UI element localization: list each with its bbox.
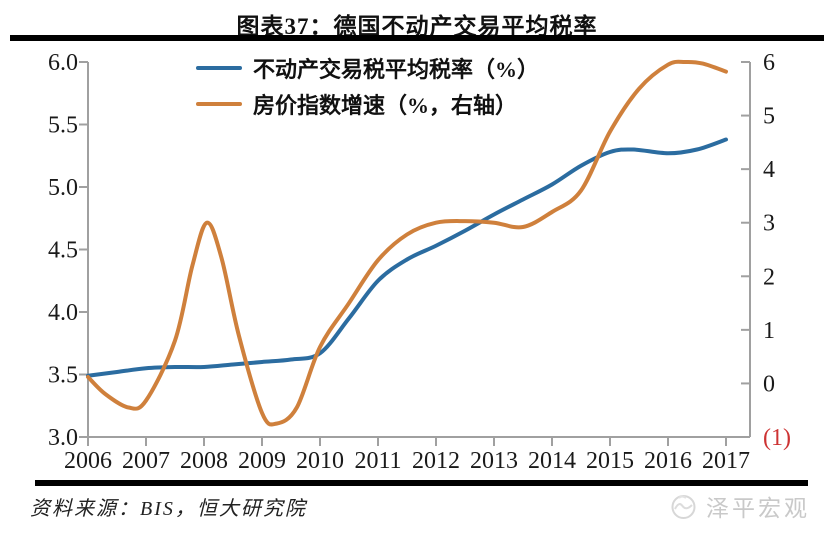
x-axis-label: 2011 (354, 448, 401, 474)
x-axis-label: 2017 (702, 448, 750, 474)
left-axis-label: 3.0 (48, 425, 78, 451)
bottom-divider (35, 480, 808, 486)
right-axis-label: 6 (763, 50, 775, 76)
x-axis-label: 2013 (470, 448, 518, 474)
legend-item-transaction-tax: 不动产交易税平均税率（%） (196, 55, 539, 82)
x-axis-label: 2008 (180, 448, 228, 474)
x-axis-label: 2015 (586, 448, 634, 474)
x-axis-label: 2012 (412, 448, 460, 474)
right-axis-label: 0 (763, 371, 775, 397)
top-divider (10, 35, 824, 41)
left-axis-label: 6.0 (48, 50, 78, 76)
x-axis-label: 2010 (296, 448, 344, 474)
x-axis-label: 2006 (64, 448, 112, 474)
right-axis-label: 1 (763, 318, 775, 344)
legend-label-house-price-index: 房价指数增速（%，右轴） (253, 92, 518, 118)
x-axis-label: 2009 (238, 448, 286, 474)
legend-line-swatch-orange (196, 101, 242, 106)
left-axis-label: 5.5 (48, 113, 78, 139)
left-axis-label: 4.5 (48, 238, 78, 264)
watermark: 泽平宏观 (670, 489, 810, 523)
source-note: 资料来源：BIS，恒大研究院 (30, 498, 307, 520)
left-axis-label: 5.0 (48, 175, 78, 201)
left-axis-label: 4.0 (48, 300, 78, 326)
figure-title: 图表37：德国不动产交易平均税率 (236, 14, 598, 39)
x-axis-label: 2014 (528, 448, 576, 474)
legend-label-transaction-tax: 不动产交易税平均税率（%） (253, 56, 540, 82)
watermark-text: 泽平宏观 (706, 496, 810, 521)
watermark-logo-icon (671, 494, 696, 519)
series-line-transaction-tax (86, 137, 728, 378)
left-axis-label: 3.5 (48, 363, 78, 389)
right-axis-label: 3 (763, 211, 775, 237)
chart-legend: 不动产交易税平均税率（%） 房价指数增速（%，右轴） (196, 55, 539, 118)
right-axis-label: 4 (763, 157, 775, 183)
legend-line-swatch-blue (196, 65, 242, 70)
right-axis-label: 2 (763, 264, 775, 290)
right-axis-label: 5 (763, 104, 775, 130)
series-line-house-price-index (86, 59, 728, 427)
legend-item-house-price-index: 房价指数增速（%，右轴） (196, 91, 539, 118)
x-axis-label: 2007 (122, 448, 170, 474)
right-axis-label: (1) (763, 425, 791, 451)
x-axis-label: 2016 (644, 448, 692, 474)
